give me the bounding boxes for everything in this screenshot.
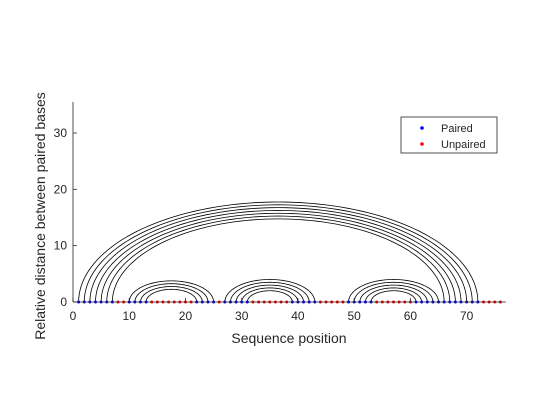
pair-arc — [100, 212, 456, 303]
x-tick-label: 70 — [460, 309, 474, 323]
pair-arc — [128, 280, 214, 303]
pair-arc — [370, 290, 417, 303]
x-axis-label: Sequence position — [231, 330, 346, 346]
pair-arc — [246, 290, 293, 303]
legend-marker — [420, 126, 424, 130]
pair-arc — [95, 210, 462, 303]
legend-marker — [420, 142, 424, 146]
x-tick-label: 40 — [291, 309, 305, 323]
x-tick-label: 10 — [123, 309, 137, 323]
pair-arc — [365, 287, 423, 303]
y-tick-label: 0 — [60, 295, 67, 309]
x-tick-label: 60 — [404, 309, 418, 323]
y-axis-label: Relative distance between paired bases — [32, 92, 48, 340]
pair-arc — [224, 279, 316, 303]
pair-arc — [145, 288, 198, 303]
legend: Paired Unpaired — [400, 116, 498, 154]
pair-arc — [348, 279, 439, 303]
pair-arc — [140, 286, 203, 303]
legend-label: Unpaired — [441, 139, 486, 151]
pair-arc — [359, 284, 428, 303]
arc-group — [78, 201, 479, 303]
pair-arc — [89, 207, 468, 303]
pair-arc — [106, 215, 451, 303]
pair-arc — [111, 218, 445, 303]
legend-box — [400, 116, 498, 154]
x-tick-label: 50 — [347, 309, 361, 323]
pair-arc — [230, 281, 310, 303]
y-tick-label: 30 — [54, 126, 68, 140]
x-tick-label: 30 — [235, 309, 249, 323]
legend-label: Paired — [441, 123, 473, 135]
y-tick-label: 20 — [54, 182, 68, 196]
axes: 0 10 20 30 40 50 60 70 0 10 20 30 — [54, 102, 506, 323]
x-tick-label: 20 — [179, 309, 193, 323]
pair-arc — [78, 201, 479, 303]
pair-arc — [83, 204, 473, 303]
pair-arc — [353, 281, 434, 303]
pair-arc — [134, 283, 209, 303]
y-tick-label: 10 — [54, 239, 68, 253]
x-tick-label: 0 — [70, 309, 77, 323]
pair-arc — [235, 284, 304, 303]
pair-arc — [241, 287, 299, 303]
